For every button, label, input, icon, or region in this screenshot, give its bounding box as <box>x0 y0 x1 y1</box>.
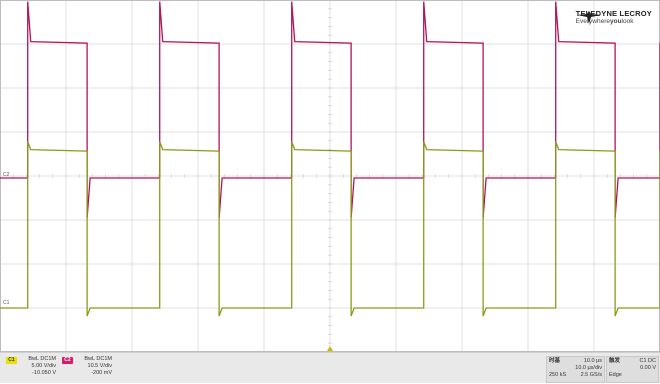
teledyne-lecroy-logo: TELEDYNE LECROY Everywhereyoulook <box>576 10 652 25</box>
c2-coupling: BwL DC1M <box>84 356 112 362</box>
timebase-delay: 10.0 μs <box>583 358 602 364</box>
waveform-canvas <box>0 0 660 352</box>
timebase-descriptor[interactable]: 时基 10.0 μs 10.0 μs/div 250 kS 2.5 GS/s <box>546 356 605 383</box>
trigger-descriptor[interactable]: 触发 C1 DC 0.00 V Edge <box>606 356 659 383</box>
trigger-mode: Edge <box>609 371 622 378</box>
brand-name: TELEDYNE LECROY <box>575 9 652 18</box>
c2-ground-marker[interactable]: C2 <box>3 172 10 178</box>
trigger-label: 触发 <box>609 358 621 364</box>
c2-scale: 10.5 V/div <box>87 362 112 369</box>
brand-tagline: Everywhereyoulook <box>575 17 634 25</box>
timebase-rate: 2.5 GS/s <box>580 371 602 378</box>
timebase-time-div: 10.0 μs/div <box>575 364 602 371</box>
waveform-grid[interactable]: TELEDYNE LECROY Everywhereyoulook C2 C1 <box>0 0 660 352</box>
c2-descriptor[interactable]: BwL DC1M 10.5 V/div -200 mV <box>76 356 112 382</box>
trigger-level: 0.00 V <box>640 364 656 371</box>
timebase-label: 时基 <box>549 358 561 364</box>
c1-badge[interactable]: C1 <box>6 357 17 364</box>
trigger-source: C1 DC <box>639 358 656 364</box>
c2-badge[interactable]: C2 <box>62 357 73 364</box>
trigger-position-marker <box>327 346 333 351</box>
c1-offset: -10.050 V <box>32 369 56 376</box>
status-bar: C1 BwL DC1M 5.00 V/div -10.050 V C2 BwL … <box>0 352 660 383</box>
c1-waveform-trace <box>0 141 660 317</box>
c1-descriptor[interactable]: BwL DC1M 5.00 V/div -10.050 V <box>20 356 56 382</box>
c1-ground-marker[interactable]: C1 <box>3 300 10 306</box>
teledyne-eagle-icon <box>576 11 601 24</box>
c2-offset: -200 mV <box>91 369 112 376</box>
c1-scale: 5.00 V/div <box>31 362 56 369</box>
timebase-samples: 250 kS <box>549 371 567 378</box>
c1-coupling: BwL DC1M <box>28 356 56 362</box>
